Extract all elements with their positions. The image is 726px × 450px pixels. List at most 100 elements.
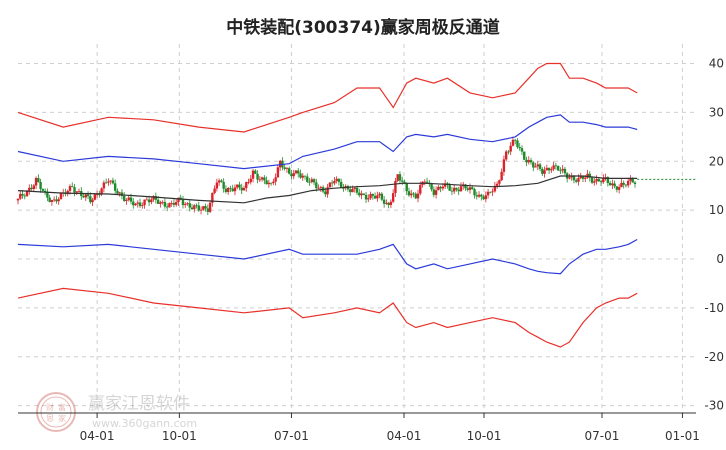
grid — [18, 44, 696, 413]
candle-body — [267, 182, 271, 185]
watermark-logo-char-3: 恩 — [46, 414, 54, 423]
series-lines — [17, 62, 696, 348]
candle-body — [430, 183, 433, 190]
candle-body — [123, 195, 126, 201]
candle-body — [154, 196, 158, 200]
candle-body — [615, 186, 619, 190]
candle-body — [362, 193, 365, 195]
candle-body — [231, 188, 234, 192]
candle-body — [351, 188, 354, 193]
candle-body — [353, 187, 356, 189]
candle-body — [385, 202, 388, 204]
candle-body — [355, 187, 359, 193]
candle-body — [52, 199, 56, 201]
candle-body — [459, 186, 463, 192]
candle-body — [310, 179, 313, 182]
candle-body — [19, 193, 22, 199]
candle-body — [500, 171, 503, 181]
watermark-brand: 赢家江恩软件 — [88, 394, 190, 414]
candle-body — [21, 193, 24, 196]
candle-body — [222, 181, 225, 189]
candle-body — [364, 194, 368, 200]
candle-body — [328, 182, 332, 188]
candle-body — [186, 203, 189, 205]
candle-body — [410, 193, 413, 196]
candle-body — [104, 182, 108, 184]
candle-body — [489, 191, 492, 193]
candle-body — [516, 140, 519, 147]
candle-body — [520, 148, 524, 152]
candle-body — [606, 177, 610, 183]
candle-body — [349, 189, 352, 193]
candle-body — [25, 190, 29, 197]
candle-body — [132, 201, 135, 206]
candle-body — [608, 182, 612, 186]
candle-body — [39, 182, 42, 189]
y-tick-label: -10 — [704, 301, 724, 315]
candle-body — [378, 193, 381, 196]
candle-body — [380, 193, 384, 200]
watermark-logo-icon: 财 富 恩 家 — [36, 392, 76, 432]
candle-body — [245, 182, 248, 188]
candle-body — [118, 192, 121, 194]
candle-body — [561, 168, 564, 171]
candle-body — [622, 182, 625, 185]
candle-body — [23, 195, 26, 197]
candle-body — [285, 168, 289, 169]
candle-body — [579, 175, 582, 179]
candle-body — [116, 190, 119, 194]
candle-body — [41, 188, 45, 191]
candle-body — [468, 187, 472, 190]
candle-body — [95, 194, 99, 196]
candle-body — [367, 198, 370, 200]
candle-body — [283, 167, 286, 169]
candle-body — [138, 202, 142, 207]
candle-body — [172, 202, 176, 205]
candle-body — [134, 203, 137, 206]
candle-body — [156, 199, 160, 204]
candle-body — [491, 191, 494, 193]
candle-body — [141, 205, 144, 207]
candle-body — [369, 194, 372, 199]
candle-body — [550, 169, 553, 171]
candle-body — [337, 178, 341, 182]
candle-body — [276, 167, 280, 178]
candle-body — [113, 183, 117, 191]
candle-body — [577, 178, 580, 182]
candle-body — [391, 193, 395, 202]
candle-body — [482, 196, 485, 200]
candle-body — [312, 179, 316, 183]
candle-body — [597, 179, 601, 182]
candle-body — [473, 189, 476, 196]
candle-body — [236, 184, 239, 188]
candle-body — [98, 194, 101, 196]
candle-body — [448, 185, 451, 191]
candle-body — [34, 178, 38, 186]
candle-body — [213, 188, 216, 193]
candle-body — [306, 176, 309, 182]
candle-body — [486, 191, 490, 196]
series-moving-average — [17, 175, 638, 204]
watermark: 财 富 恩 家 赢家江恩软件 www.360gann.com — [36, 392, 197, 432]
candle-body — [290, 173, 293, 177]
candle-body — [82, 196, 85, 198]
candle-body — [484, 195, 488, 200]
candle-body — [303, 175, 307, 177]
candle-body — [188, 203, 191, 208]
series-outer-lower — [17, 287, 638, 348]
candle-body — [202, 206, 205, 210]
candle-body — [457, 189, 460, 192]
candle-body — [498, 180, 501, 184]
candle-body — [256, 173, 259, 180]
candle-body — [292, 173, 295, 177]
candle-body — [518, 146, 521, 149]
candle-body — [170, 202, 173, 204]
candle-body — [75, 191, 78, 193]
candle-body — [55, 199, 58, 202]
candle-body — [532, 162, 535, 168]
candle-body — [66, 190, 69, 195]
candle-body — [588, 173, 591, 178]
candle-body — [211, 192, 214, 203]
candle-body — [434, 190, 438, 195]
